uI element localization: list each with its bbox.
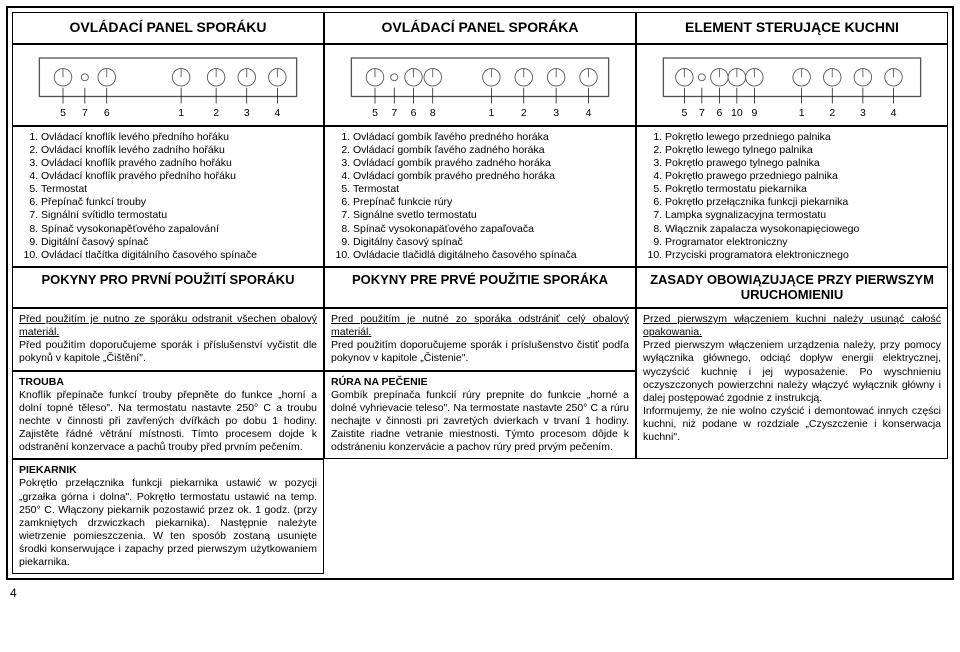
para2-pl: PIEKARNIKPokrętło przełącznika funkcji p…	[12, 459, 324, 574]
svg-text:2: 2	[521, 106, 527, 118]
legend-item: Ovládací tlačítka digitálního časového s…	[41, 249, 317, 262]
para1-line: Informujemy, że nie wolno czyścić i demo…	[643, 405, 941, 444]
legend-item: Ovládací gombík pravého predného horáka	[353, 170, 629, 183]
header-sk: OVLÁDACÍ PANEL SPORÁKA	[324, 12, 636, 44]
legend-item: Pokrętło lewego tylnego palnika	[665, 144, 941, 157]
legend-item: Pokrętło prawego przedniego palnika	[665, 170, 941, 183]
legend-item: Pokrętło przełącznika funkcji piekarnika	[665, 196, 941, 209]
legend-item: Spínač vysokonapäťového zapaľovača	[353, 223, 629, 236]
para2-text-sk: Gombík prepínača funkcií rúry prepnite d…	[331, 389, 629, 454]
legend-item: Termostat	[353, 183, 629, 196]
svg-text:9: 9	[751, 106, 757, 118]
legend-item: Ovládací knoflík levého předního hořáku	[41, 131, 317, 144]
svg-text:5: 5	[681, 106, 687, 118]
legend-item: Programator elektroniczny	[665, 236, 941, 249]
legend-item: Prepínač funkcie rúry	[353, 196, 629, 209]
legend-item: Ovládací knoflík pravého předního hořáku	[41, 170, 317, 183]
para1-line: Pred použitím je nutné zo sporáka odstrá…	[331, 313, 629, 339]
svg-text:4: 4	[586, 106, 592, 118]
para1-pl: Przed pierwszym włączeniem kuchni należy…	[636, 308, 948, 459]
svg-text:10: 10	[731, 106, 743, 118]
svg-text:3: 3	[553, 106, 559, 118]
legend-item: Přepínač funkcí trouby	[41, 196, 317, 209]
legend-item: Ovládací gombík ľavého zadného horáka	[353, 144, 629, 157]
legend-item: Pokrętło termostatu piekarnika	[665, 183, 941, 196]
panel-diagram-pl: 576 10 9 1 2 3 4	[636, 44, 948, 126]
para2-text-pl: Pokrętło przełącznika funkcji piekarnika…	[19, 477, 317, 568]
svg-text:7: 7	[391, 106, 397, 118]
legend-item: Ovládací knoflík pravého zadního hořáku	[41, 157, 317, 170]
page-number: 4	[10, 586, 960, 600]
legend-item: Signální svítidlo termostatu	[41, 209, 317, 222]
para2-cz: TROUBAKnoflík přepínače funkcí trouby př…	[12, 371, 324, 460]
sub2-pl: PIEKARNIK	[19, 464, 77, 476]
legend-item: Włącznik zapalacza wysokonapięciowego	[665, 223, 941, 236]
legend-item: Signálne svetlo termostatu	[353, 209, 629, 222]
legend-item: Digitální časový spínač	[41, 236, 317, 249]
legend-item: Przyciski programatora elektronicznego	[665, 249, 941, 262]
legend-item: Ovládacie tlačidlá digitálneho časového …	[353, 249, 629, 262]
svg-text:2: 2	[829, 106, 835, 118]
svg-text:7: 7	[82, 106, 88, 118]
legend-item: Ovládací knoflík levého zadního hořáku	[41, 144, 317, 157]
svg-text:3: 3	[860, 106, 866, 118]
svg-text:5: 5	[60, 106, 66, 118]
svg-text:6: 6	[104, 106, 110, 118]
para2-sk: RÚRA NA PEČENIEGombík prepínača funkcií …	[324, 371, 636, 460]
manual-page: OVLÁDACÍ PANEL SPORÁKU OVLÁDACÍ PANEL SP…	[6, 6, 954, 580]
panel-diagram-cz: 5 7 6 1 2 3 4	[12, 44, 324, 126]
svg-text:6: 6	[716, 106, 722, 118]
para1-line: Przed pierwszym włączeniem urządzenia na…	[643, 339, 941, 405]
section-title-cz: POKYNY PRO PRVNÍ POUŽITÍ SPORÁKU	[12, 267, 324, 308]
legend-item: Lampka sygnalizacyjna termostatu	[665, 209, 941, 222]
svg-text:5: 5	[372, 106, 378, 118]
legend-pl: Pokrętło lewego przedniego palnikaPokręt…	[636, 126, 948, 267]
svg-text:7: 7	[699, 106, 705, 118]
header-pl: ELEMENT STERUJĄCE KUCHNI	[636, 12, 948, 44]
para1-line: Pred použitím doporučujeme sporák i prís…	[331, 339, 629, 365]
para1-line: Před použitím doporučujeme sporák i přís…	[19, 339, 317, 365]
svg-text:4: 4	[274, 106, 280, 118]
legend-cz: Ovládací knoflík levého předního hořákuO…	[12, 126, 324, 267]
legend-item: Pokrętło lewego przedniego palnika	[665, 131, 941, 144]
para1-line: Před použitím je nutno ze sporáku odstra…	[19, 313, 317, 339]
legend-item: Ovládací gombík ľavého predného horáka	[353, 131, 629, 144]
header-cz: OVLÁDACÍ PANEL SPORÁKU	[12, 12, 324, 44]
para1-cz: Před použitím je nutno ze sporáku odstra…	[12, 308, 324, 371]
svg-text:4: 4	[891, 106, 897, 118]
legend-item: Spínač vysokonapěťového zapalování	[41, 223, 317, 236]
svg-text:6: 6	[411, 106, 417, 118]
svg-text:8: 8	[430, 106, 436, 118]
svg-text:1: 1	[488, 106, 494, 118]
svg-text:1: 1	[799, 106, 805, 118]
legend-item: Digitálny časový spínač	[353, 236, 629, 249]
legend-item: Ovládací gombík pravého zadného horáka	[353, 157, 629, 170]
para1-sk: Pred použitím je nutné zo sporáka odstrá…	[324, 308, 636, 371]
para2-text-cz: Knoflík přepínače funkcí trouby přepněte…	[19, 389, 317, 454]
sub2-cz: TROUBA	[19, 376, 64, 388]
panel-diagram-sk: 5 7 6 8 1 2 3 4	[324, 44, 636, 126]
section-title-sk: POKYNY PRE PRVÉ POUŽITIE SPORÁKA	[324, 267, 636, 308]
legend-sk: Ovládací gombík ľavého predného horákaOv…	[324, 126, 636, 267]
sub2-sk: RÚRA NA PEČENIE	[331, 376, 428, 388]
legend-item: Pokrętło prawego tylnego palnika	[665, 157, 941, 170]
svg-text:2: 2	[213, 106, 219, 118]
legend-item: Termostat	[41, 183, 317, 196]
para1-line: Przed pierwszym włączeniem kuchni należy…	[643, 313, 941, 339]
section-title-pl: ZASADY OBOWIĄZUJĄCE PRZY PIERWSZYM URUCH…	[636, 267, 948, 308]
svg-text:3: 3	[244, 106, 250, 118]
svg-text:1: 1	[178, 106, 184, 118]
